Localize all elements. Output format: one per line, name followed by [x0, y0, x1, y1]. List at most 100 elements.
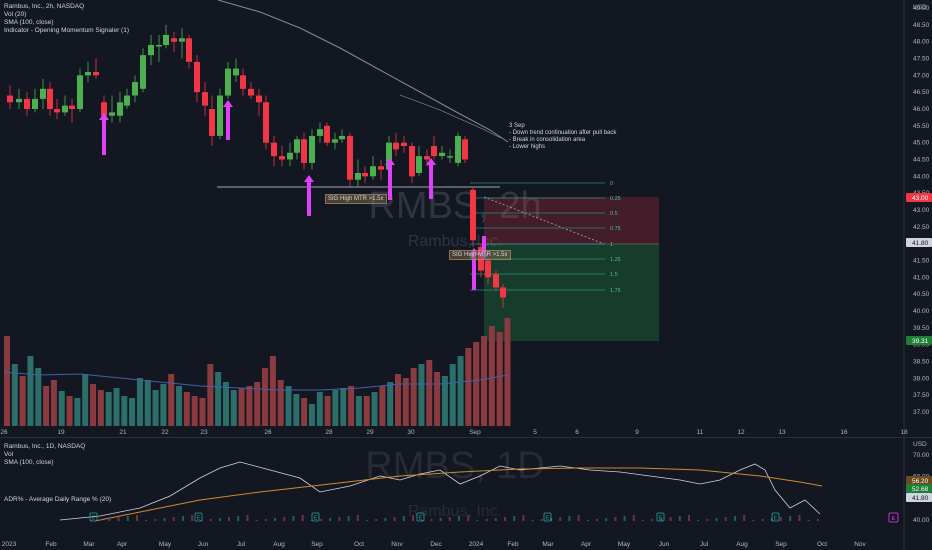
- daily-volume-bar: [586, 520, 589, 521]
- volume-legend-daily[interactable]: Vol: [4, 451, 14, 458]
- indicator-legend[interactable]: Indicator - Opening Momentum Signaler (1…: [4, 27, 130, 34]
- time-axis-label: 29: [366, 429, 374, 436]
- candle-body: [416, 156, 422, 173]
- price-axis-label: 44.50: [913, 157, 930, 164]
- candle-body: [202, 92, 208, 106]
- candle-body: [248, 88, 254, 96]
- volume-bar: [152, 390, 159, 426]
- trade-note-annotation[interactable]: 3 Sep - Down trend continuation after pu…: [509, 123, 616, 151]
- adr-legend[interactable]: ADR% - Average Daily Range % (20): [4, 496, 112, 503]
- time-axis-label: Mar: [83, 541, 95, 548]
- time-axis-label: 13: [778, 429, 786, 436]
- earnings-icon-label: E: [314, 516, 318, 522]
- signal-tag[interactable]: SIG High MTR >1.5x: [325, 194, 387, 204]
- trend-projection-line: [483, 196, 605, 245]
- volume-sma-line: [3, 371, 509, 391]
- earnings-icon-label: E: [419, 516, 423, 522]
- time-axis-label: Oct: [817, 541, 827, 548]
- note-line: - Break in consolidation area: [509, 137, 586, 143]
- daily-volume-bar: [522, 515, 525, 521]
- daily-volume-bar: [90, 520, 92, 521]
- candle-body: [77, 75, 83, 109]
- candle-body: [109, 112, 115, 116]
- daily-volume-bar: [366, 520, 368, 521]
- volume-bar: [230, 390, 237, 426]
- currency-label: USD: [913, 4, 927, 11]
- price-badge-green-text: 39.31: [912, 338, 929, 345]
- earnings-icon-label: E: [92, 516, 96, 522]
- time-axis-label: Aug: [736, 541, 748, 548]
- volume-bar: [457, 356, 464, 426]
- candle-body: [393, 142, 399, 150]
- price-axis-label: 38.50: [913, 359, 930, 366]
- candle-body: [85, 71, 91, 76]
- daily-volume-bar: [660, 518, 663, 521]
- daily-volume-bar: [301, 515, 304, 521]
- daily-volume-bar: [476, 520, 479, 521]
- daily-volume-bar: [807, 520, 810, 521]
- volume-bar: [379, 386, 386, 426]
- daily-volume-bar: [163, 518, 166, 521]
- indicator-marker-icon: [888, 512, 899, 523]
- volume-bar: [97, 390, 104, 426]
- time-axis-label: Apr: [581, 541, 592, 548]
- fib-level-label: 0.5: [610, 211, 618, 217]
- volume-legend[interactable]: Vol (20): [4, 11, 27, 18]
- candle-body: [424, 156, 430, 160]
- time-axis-label: 22: [161, 429, 169, 436]
- daily-volume-bar: [743, 515, 746, 521]
- daily-volume-bar: [614, 517, 617, 521]
- daily-volume-bar: [531, 520, 534, 521]
- daily-volume-bar: [421, 520, 424, 521]
- volume-bar: [465, 348, 472, 426]
- candle-body: [485, 260, 491, 278]
- earnings-icon: [416, 512, 425, 522]
- fib-level-label: 0.75: [610, 226, 621, 232]
- price-axis-label: 41.50: [913, 258, 930, 265]
- daily-volume-bar: [752, 520, 755, 521]
- daily-volume-bar: [264, 519, 267, 521]
- daily-volume-bar: [651, 519, 654, 521]
- signal-arrow-head: [304, 175, 314, 182]
- time-axis-label: 11: [697, 429, 704, 436]
- daily-volume-bar: [191, 515, 194, 521]
- sma-legend-daily[interactable]: SMA (100, close): [4, 459, 54, 466]
- daily-volume-bar: [798, 515, 801, 521]
- candle-body: [462, 139, 468, 160]
- volume-bar: [11, 364, 18, 426]
- daily-volume-bar: [761, 519, 764, 521]
- time-axis-label: 26: [264, 429, 272, 436]
- volume-bar: [136, 378, 143, 426]
- daily-volume-bar: [596, 519, 598, 521]
- symbol-title[interactable]: Rambus, Inc., 2h, NASDAQ: [4, 3, 85, 10]
- sma-legend[interactable]: SMA (100, close): [4, 19, 54, 26]
- daily-volume-bar: [182, 516, 184, 521]
- candle-body: [225, 68, 231, 96]
- signal-tag[interactable]: SIG High MTR >1.5x: [449, 250, 511, 260]
- time-axis-label: 16: [840, 429, 848, 436]
- candle-body: [339, 135, 345, 140]
- daily-sma-line: [94, 467, 823, 522]
- time-axis-label: 18: [900, 429, 908, 436]
- daily-volume-bar: [237, 516, 240, 521]
- symbol-title-daily[interactable]: Rambus, Inc., 1D, NASDAQ: [4, 443, 86, 450]
- annotation-pointer: [399, 94, 502, 139]
- top-chart-legend: Rambus, Inc., 2h, NASDAQ Vol (20) SMA (1…: [4, 3, 129, 35]
- candle-body: [186, 38, 192, 62]
- volume-bar: [144, 380, 151, 426]
- time-axis-label: Nov: [854, 541, 866, 548]
- volume-bar: [50, 380, 57, 426]
- daily-volume-bar: [504, 517, 506, 521]
- price-badge-adr-text: 52.68: [912, 486, 929, 493]
- earnings-icon: [543, 512, 552, 522]
- candle-body: [362, 172, 368, 177]
- volume-bar: [43, 386, 50, 426]
- price-axis-label: 39.00: [913, 342, 930, 349]
- daily-volume-bar: [172, 517, 175, 521]
- price-axis-label: 39.50: [913, 325, 930, 332]
- candle-body: [332, 139, 338, 143]
- price-axis-label: 37.00: [913, 409, 930, 416]
- currency-label: USD: [913, 441, 927, 448]
- volume-bar: [426, 360, 433, 426]
